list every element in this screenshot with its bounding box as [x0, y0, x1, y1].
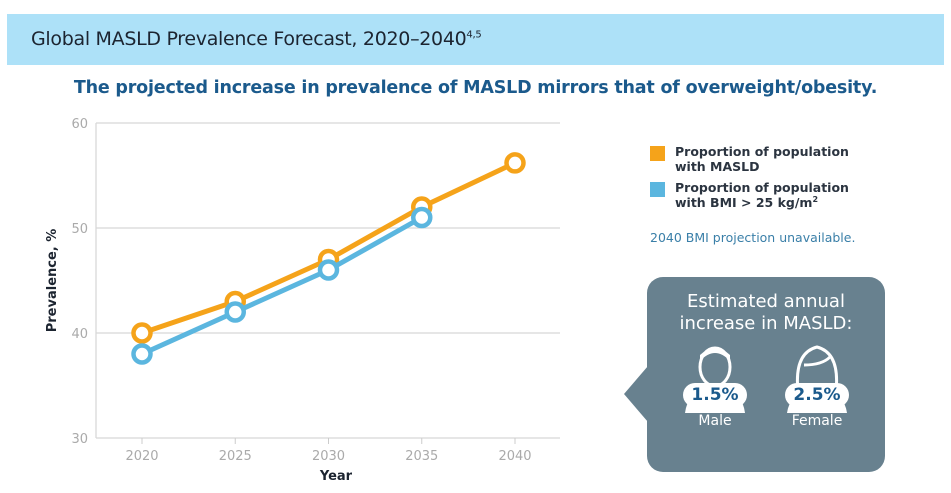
x-tick-label: 2030 [312, 449, 345, 464]
x-axis-label: Year [319, 469, 353, 484]
title-text: Global MASLD Prevalence Forecast, 2020–2… [31, 28, 467, 50]
legend-label: with MASLD [675, 159, 760, 174]
y-tick-label: 60 [71, 117, 88, 132]
x-tick-label: 2020 [125, 449, 158, 464]
subtitle: The projected increase in prevalence of … [73, 78, 878, 98]
callout-title-line: increase in MASLD: [679, 313, 853, 334]
x-tick-label: 2040 [498, 449, 531, 464]
female-stat: 2.5% Female [777, 343, 857, 429]
male-stat: 1.5% Male [675, 343, 755, 429]
data-point [131, 322, 153, 344]
legend-label: with BMI > 25 kg/m [675, 195, 813, 211]
series-line-1 [140, 215, 423, 357]
male-percent: 1.5% [683, 383, 747, 407]
legend-item-masld: Proportion of population with MASLD [650, 144, 849, 174]
legend-sup: 2 [812, 195, 819, 204]
legend-swatch [650, 182, 665, 197]
data-point [411, 206, 433, 229]
callout-box: Estimated annual increase in MASLD: 1.5% … [647, 277, 885, 472]
male-label: Male [698, 413, 732, 429]
data-point [504, 152, 526, 174]
x-tick-label: 2025 [219, 449, 252, 464]
data-point [317, 259, 340, 281]
y-tick-label: 50 [71, 222, 88, 237]
female-label: Female [791, 413, 843, 429]
legend-label: Proportion of population [675, 144, 849, 159]
series-line-0 [141, 160, 517, 336]
title-citation: 4,5 [466, 29, 482, 41]
callout-pointer [624, 366, 648, 422]
x-tick-label: 2035 [405, 449, 438, 464]
legend-item-bmi: Proportion of population with BMI > 25 kg… [650, 180, 849, 210]
legend: Proportion of population with MASLD Propo… [650, 144, 849, 216]
data-point [131, 343, 153, 365]
note: 2040 BMI projection unavailable. [650, 230, 856, 245]
y-axis-label: Prevalence, % [45, 229, 60, 333]
legend-swatch [650, 146, 665, 161]
y-tick-label: 40 [71, 327, 88, 342]
page-title: Global MASLD Prevalence Forecast, 2020–2… [31, 28, 482, 50]
header-band: Global MASLD Prevalence Forecast, 2020–2… [7, 14, 944, 65]
female-percent: 2.5% [785, 383, 849, 407]
callout-title-line: Estimated annual [687, 291, 845, 312]
y-tick-label: 30 [71, 432, 88, 447]
legend-label: Proportion of population [675, 180, 849, 195]
callout-title: Estimated annual increase in MASLD: [647, 291, 885, 335]
data-point [224, 301, 246, 323]
